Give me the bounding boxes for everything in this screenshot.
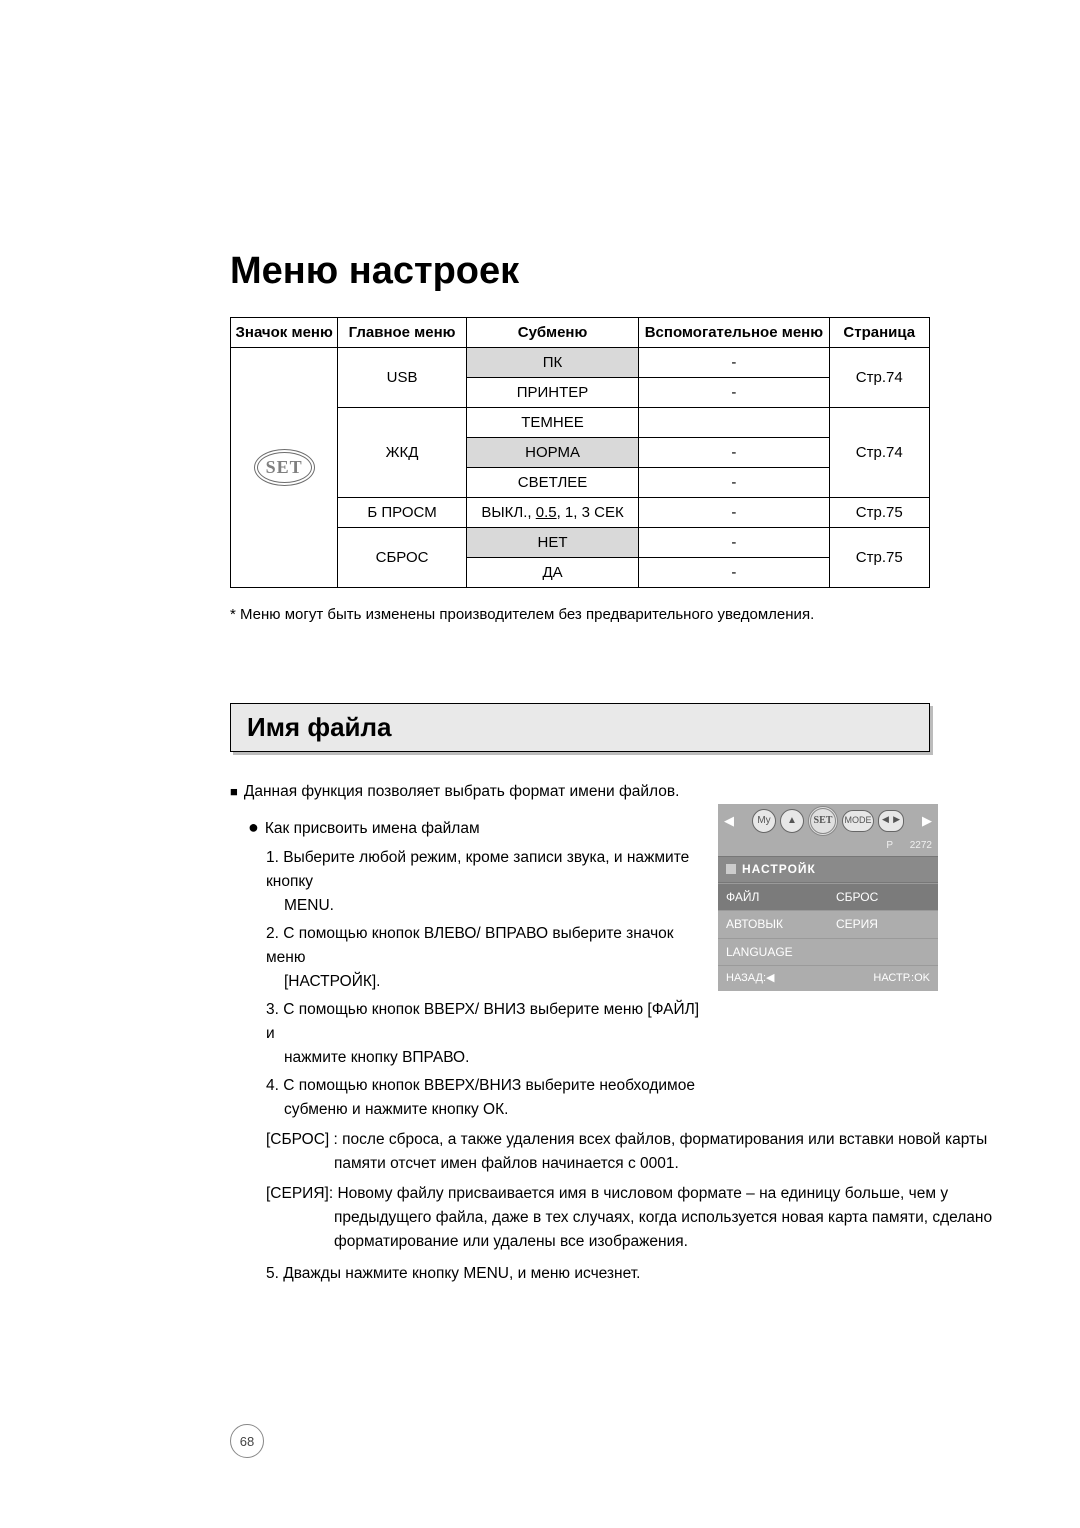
- page-ref: Cтр.74: [829, 348, 929, 408]
- page-title: Меню настроек: [230, 250, 995, 293]
- step-1: 1. Выберите любой режим, кроме записи зв…: [266, 846, 700, 918]
- def-reset: [СБРОС] : после сброса, а также удаления…: [266, 1128, 995, 1176]
- table-header-row: Значок меню Главное меню Субменю Вспомог…: [231, 318, 930, 348]
- sub-yes: ДА: [466, 558, 638, 588]
- aux: -: [639, 498, 829, 528]
- audio-icon: [878, 810, 904, 832]
- right-arrow-icon: ▶: [922, 811, 932, 831]
- page-ref: Cтр.75: [829, 528, 929, 588]
- aux: -: [639, 378, 829, 408]
- arrow-box-icon: [726, 864, 736, 874]
- main-reset: СБРОС: [338, 528, 467, 588]
- main-lcd: ЖКД: [338, 408, 467, 498]
- settings-menu-table: Значок меню Главное меню Субменю Вспомог…: [230, 317, 930, 588]
- sub-norm: НОРМА: [466, 438, 638, 468]
- aux: -: [639, 348, 829, 378]
- main-usb: USB: [338, 348, 467, 408]
- camera-lcd-mockup: ◀ My ▲ SET MODE ▶ P 2272: [718, 804, 938, 991]
- lcd-cell-series: СЕРИЯ: [828, 910, 938, 938]
- lcd-cell-autooff: АВТОВЫК: [718, 910, 828, 938]
- howto-line: ●Как присвоить имена файлам: [248, 814, 700, 842]
- set-icon: SET: [254, 449, 315, 486]
- set-icon: SET: [808, 806, 838, 836]
- mode-icon: MODE: [842, 810, 874, 832]
- footnote-text: * Меню могут быть изменены производителе…: [230, 606, 995, 623]
- section-title-filename: Имя файла: [230, 703, 930, 752]
- step-5: 5. Дважды нажмите кнопку MENU, и меню ис…: [266, 1262, 995, 1286]
- aux: -: [639, 558, 829, 588]
- page-ref: Cтр.75: [829, 498, 929, 528]
- main-preview: Б ПРОСМ: [338, 498, 467, 528]
- def-series: [СЕРИЯ]: Новому файлу присваивается имя …: [266, 1182, 995, 1254]
- sub-printer: ПРИНТЕР: [466, 378, 638, 408]
- lcd-back-hint: НАЗАД:◀: [726, 970, 774, 987]
- step-2: 2. С помощью кнопок ВЛЕВО/ ВПРАВО выбери…: [266, 922, 700, 994]
- sub-pk: ПК: [466, 348, 638, 378]
- page-ref: Cтр.74: [829, 408, 929, 498]
- lcd-resolution: 2272: [910, 840, 932, 851]
- col-page: Страница: [829, 318, 929, 348]
- lcd-ok-hint: НАСТР.:OK: [873, 970, 930, 987]
- aux: -: [639, 438, 829, 468]
- col-sub: Субменю: [466, 318, 638, 348]
- square-bullet-icon: ■: [230, 784, 238, 799]
- lead-line: ■Данная функция позволяет выбрать формат…: [230, 780, 995, 804]
- step-4: 4. С помощью кнопок ВВЕРХ/ВНИЗ выберите …: [266, 1074, 700, 1122]
- page-number: 68: [230, 1424, 264, 1458]
- icon-cell: SET: [231, 348, 338, 588]
- col-icon: Значок меню: [231, 318, 338, 348]
- aux: -: [639, 468, 829, 498]
- aux: -: [639, 528, 829, 558]
- lcd-menu-title: НАСТРОЙК: [718, 856, 938, 883]
- table-row: SET USB ПК - Cтр.74: [231, 348, 930, 378]
- sub-dark: ТЕМНЕЕ: [466, 408, 638, 438]
- bullet-icon: ●: [248, 817, 259, 837]
- sub-preview-times: ВЫКЛ., 0.5, 1, 3 СЕК: [466, 498, 638, 528]
- step-3: 3. С помощью кнопок ВВЕРХ/ ВНИЗ выберите…: [266, 998, 700, 1070]
- lcd-p-indicator: P: [886, 840, 893, 851]
- left-arrow-icon: ◀: [724, 811, 734, 831]
- sub-light: СВЕТЛЕЕ: [466, 468, 638, 498]
- col-main: Главное меню: [338, 318, 467, 348]
- myc-icon: My: [752, 809, 776, 833]
- lcd-cell-language: LANGUAGE: [718, 938, 938, 966]
- sub-no: НЕТ: [466, 528, 638, 558]
- lcd-cell-reset: СБРОС: [828, 883, 938, 911]
- aux: [639, 408, 829, 438]
- lcd-cell-file: ФАЙЛ: [718, 883, 828, 911]
- person-icon: ▲: [780, 809, 804, 833]
- col-aux: Вспомогательное меню: [639, 318, 829, 348]
